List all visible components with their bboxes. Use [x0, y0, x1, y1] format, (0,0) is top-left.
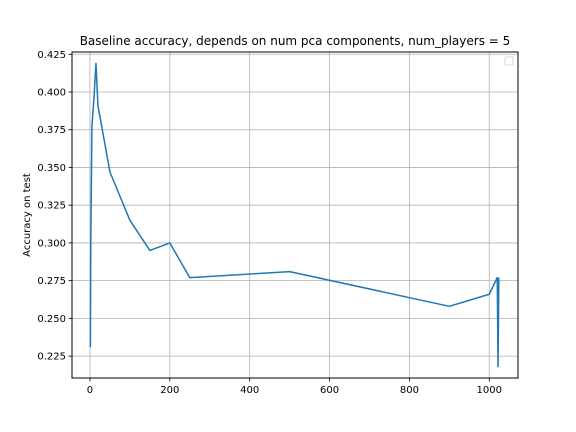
y-tick-label: 0.300 [37, 238, 66, 249]
legend-box [504, 56, 514, 66]
y-tick-label: 0.375 [37, 125, 66, 136]
x-tick-label: 800 [400, 385, 419, 396]
grid-lines [72, 52, 518, 378]
x-tick-label: 200 [160, 385, 179, 396]
y-tick-label: 0.350 [37, 163, 66, 174]
x-tick-label: 400 [240, 385, 259, 396]
series-layer [89, 62, 500, 368]
axes-frame [71, 51, 519, 379]
y-tick-label: 0.250 [37, 314, 66, 325]
series-line [89, 62, 500, 368]
axis-ticks: 0 200 400 600 800 1000 0.225 0.250 0.275 0.300 0.3… [37, 50, 502, 396]
x-tick-label: 0 [87, 385, 93, 396]
y-tick-label: 0.325 [37, 201, 66, 212]
x-tick-label: 600 [320, 385, 339, 396]
x-tick-label: 1000 [477, 385, 502, 396]
chart-title: Baseline accuracy, depends on num pca co… [80, 34, 511, 48]
y-tick-label: 0.275 [37, 276, 66, 287]
y-tick-label: 0.425 [37, 50, 66, 61]
y-axis-label: Accuracy on test [22, 173, 33, 257]
y-tick-label: 0.225 [37, 352, 66, 363]
y-tick-label: 0.400 [37, 87, 66, 98]
